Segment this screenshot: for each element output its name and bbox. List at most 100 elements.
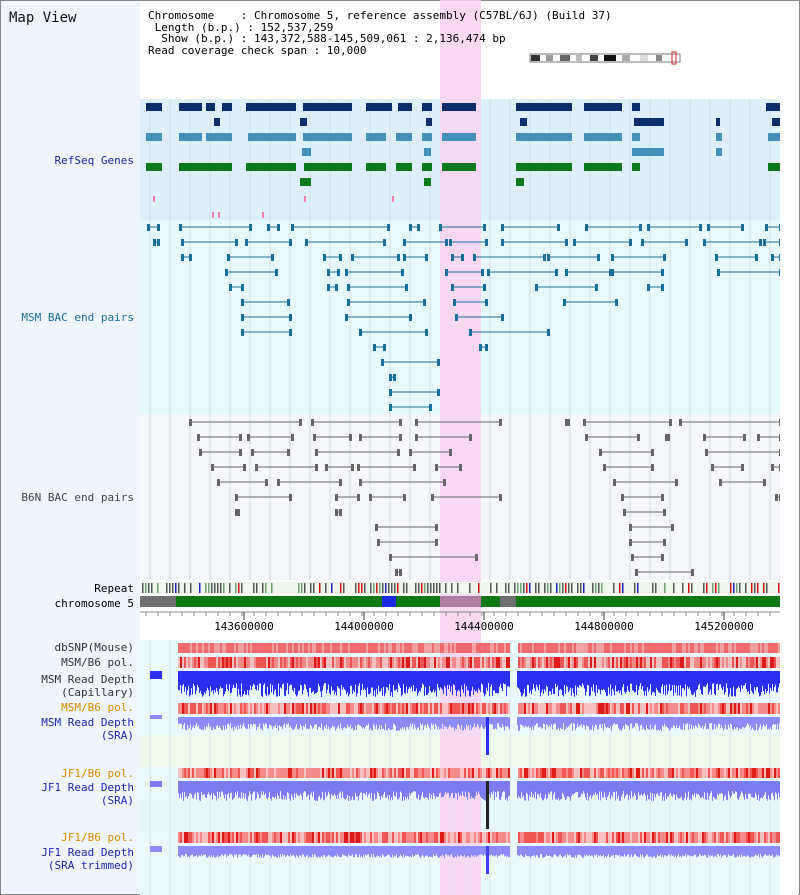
msm-depth-sra-bar [705,717,706,724]
jf1-depth-trimmed-bar [725,846,726,856]
jf1-depth-sra-bar [247,781,248,801]
dbsnp-cell [546,643,548,653]
jf1-depth-trimmed-bar [621,846,622,857]
jf1-depth-trimmed-bar [231,846,232,855]
msm-depth-sra-bar [558,717,559,728]
jf1-depth-sra-bar [715,781,716,800]
jf1-depth-trimmed-bar [272,846,273,855]
jf1-depth-sra-bar [382,781,383,798]
track-label-dbsnp[interactable]: dbSNP(Mouse) [54,641,134,654]
jf1-depth-sra-bar [569,781,570,798]
jf1-b6-pol-cell [178,768,180,778]
jf1-depth-sra-bar [613,781,614,793]
msm-depth-capillary-bar [307,671,308,693]
jf1-depth-trimmed-bar [387,846,388,855]
dbsnp-cell [622,643,624,653]
msm-depth-capillary-bar [507,671,508,687]
gene-block [768,133,780,141]
jf1-depth-trimmed-bar [657,846,658,855]
msm-depth-capillary-bar [485,671,486,695]
msm-depth-sra-bar [475,717,476,728]
jf1-b6-pol-cell [560,768,562,778]
jf1-depth-trimmed-bar [255,846,256,855]
jf1-b6-pol-trimmed-cell [246,832,248,843]
msm-depth-capillary-bar [321,671,322,697]
msm-depth-capillary-bar [721,671,722,688]
jf1-b6-pol-cell [576,768,578,778]
jf1-depth-sra-bar [374,781,375,794]
jf1-b6-pol-trimmed-cell [214,832,216,843]
track-label-jf1-depth-sra[interactable]: JF1 Read Depth [41,781,134,794]
msm-bac-end [611,269,614,276]
msm-b6-pol-cell [248,657,250,668]
b6n-bac-end [443,479,446,486]
dbsnp-cell [406,643,408,653]
track-label-msm-b6-pol-sra[interactable]: MSM/B6 pol. [61,701,134,714]
msm-depth-sra-bar [420,717,421,724]
msm-depth-sra-bar [492,717,493,725]
jf1-b6-pol-cell [776,768,778,778]
msm-depth-capillary-bar [310,671,311,688]
jf1-depth-sra-bar [585,781,586,798]
jf1-depth-trimmed-bar [503,846,504,855]
msm-depth-capillary-bar [393,671,394,686]
track-label-b6n-bac[interactable]: B6N BAC end pairs [21,491,134,504]
track-label-chromosome[interactable]: chromosome 5 [54,597,134,610]
track-label-jf1-b6-pol[interactable]: JF1/B6 pol. [61,767,134,780]
jf1-b6-pol-trimmed-cell [484,832,486,843]
msm-depth-sra-bar [671,717,672,728]
msm-depth-sra-bar [340,717,341,724]
msm-b6-pol-cell [696,657,698,668]
msm-depth-capillary-bar [438,671,439,688]
msm-b6-pol-cell [528,657,530,668]
msm-b6-pol-sra-cell [770,703,772,714]
jf1-depth-sra-bar [559,781,560,801]
msm-depth-capillary-bar [676,671,677,686]
track-label-msm-b6-pol[interactable]: MSM/B6 pol. [61,656,134,669]
msm-depth-sra-bar [373,717,374,725]
jf1-b6-pol-cell [732,768,734,778]
msm-depth-sra-bar [550,717,551,727]
msm-depth-sra-bar [571,717,572,724]
msm-b6-pol-cell [616,657,618,668]
info-coverage-span: Read coverage check span : 10,000 [148,43,367,57]
track-label-msm-bac[interactable]: MSM BAC end pairs [21,311,134,324]
jf1-depth-trimmed-bar [380,846,381,856]
track-label-jf1-b6-pol-trimmed[interactable]: JF1/B6 pol. [61,831,134,844]
track-label-jf1-depth-trimmed[interactable]: JF1 Read Depth [41,846,134,859]
jf1-b6-pol-cell [268,768,270,778]
dbsnp-cell [482,643,484,653]
jf1-depth-sra-bar [370,781,371,799]
jf1-depth-sra-bar [351,781,352,800]
track-label-refseq[interactable]: RefSeq Genes [54,154,134,167]
jf1-depth-trimmed-bar [229,846,230,855]
jf1-depth-trimmed-bar [746,846,747,857]
track-label-repeat[interactable]: Repeat [94,582,134,595]
track-label-msm-depth-sra[interactable]: MSM Read Depth [41,716,134,729]
msm-depth-sra-bar [577,717,578,724]
msm-depth-sra-bar [702,717,703,726]
jf1-depth-sra-bar [648,781,649,800]
jf1-depth-sra-bar [551,781,552,792]
msm-depth-sra-bar [334,717,335,727]
jf1-depth-sra-bar [388,781,389,800]
jf1-depth-sra-bar [630,781,631,799]
msm-depth-capillary-bar [396,671,397,690]
msm-b6-pol-sra-cell [630,703,632,714]
jf1-depth-trimmed-bar [722,846,723,857]
msm-depth-sra-bar [762,717,763,727]
msm-depth-sra-bar [568,717,569,727]
msm-b6-pol-sra-cell [424,703,426,714]
jf1-depth-sra-bar [499,781,500,800]
jf1-b6-pol-cell [470,768,472,778]
track-label-msm-depth-capillary[interactable]: MSM Read Depth [41,673,134,686]
jf1-b6-pol-trimmed-cell [440,832,442,843]
msm-depth-sra-bar [631,717,632,724]
msm-depth-capillary-bar [225,671,226,692]
msm-b6-pol-cell [732,657,734,668]
jf1-depth-trimmed-bar [557,846,558,857]
jf1-b6-pol-trimmed-cell [540,832,542,843]
dbsnp-cell [462,643,464,653]
jf1-depth-sra-bar [717,781,718,794]
